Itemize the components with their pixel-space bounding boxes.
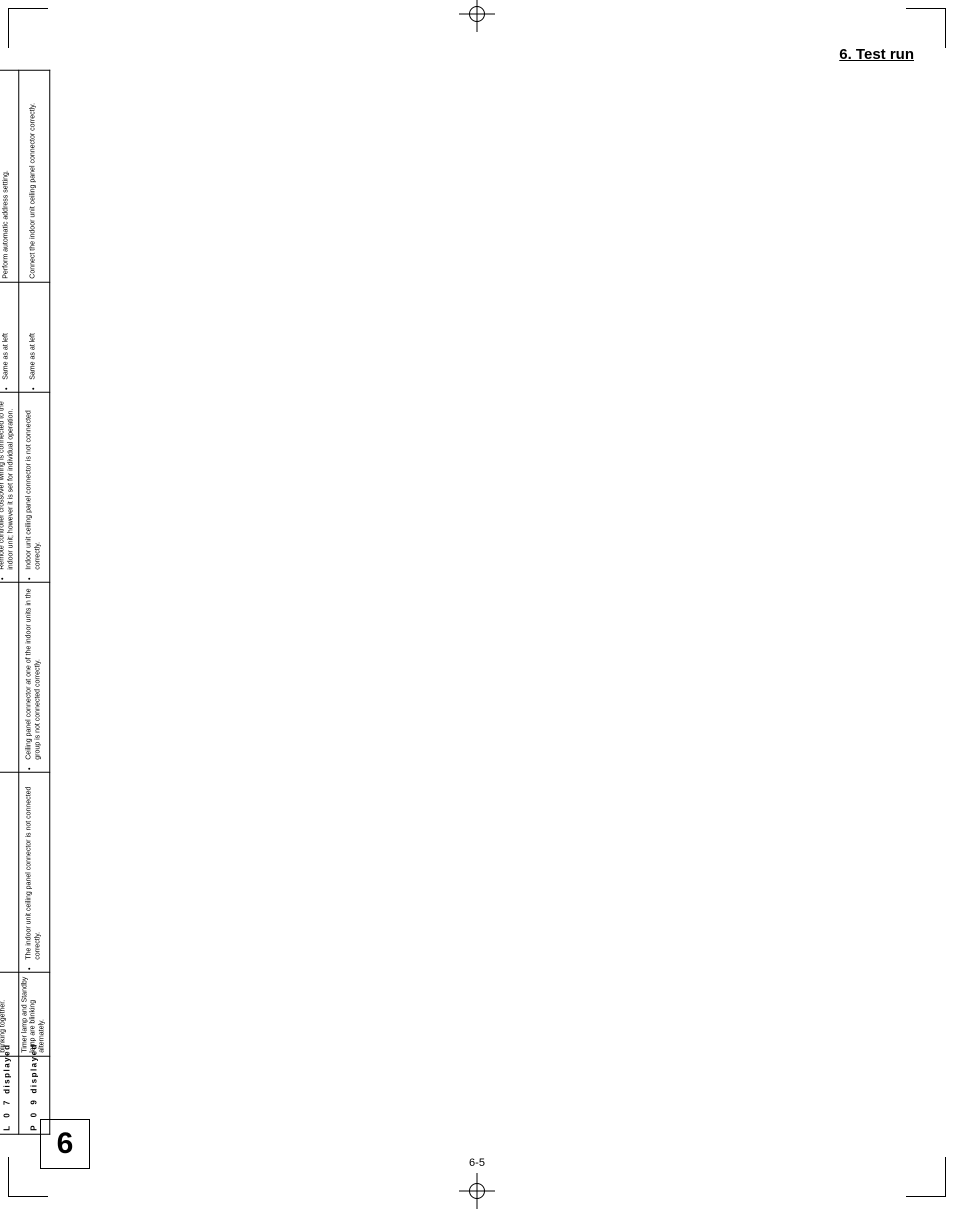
cause-cell [0,773,18,973]
table-row: P 0 9 displayedTimer lamp and Standby la… [18,71,49,1135]
cause-cell: The indoor unit ceiling panel connector … [18,773,49,973]
registration-mark [459,0,495,32]
cause-cell: Ceiling panel connector at one of the in… [18,583,49,773]
cause-cell: Remote controller crossover wiring is co… [0,393,18,583]
cause-cell: Same as at left [0,282,18,392]
registration-mark [459,1173,495,1209]
correction-cell: Perform automatic address setting. [0,71,18,283]
diagnostic-table: Wired remote controller display Indoor u… [0,70,50,1135]
cause-item: Same as at left [3,286,12,380]
page-number-box: 6 [40,1119,90,1169]
cause-cell: Indoor unit ceiling panel connector is n… [18,393,49,583]
page-number-center: 6-5 [469,1157,485,1169]
crop-mark [906,1157,946,1197]
crop-mark [8,8,48,48]
crop-mark [906,8,946,48]
running-header: 6. Test run [839,46,914,63]
cause-cell: Same as at left [18,282,49,392]
cause-item: The indoor unit ceiling panel connector … [25,776,43,960]
cause-item: Same as at left [30,286,39,380]
cause-item: Remote controller crossover wiring is co… [0,396,16,570]
cause-cell [0,583,18,773]
correction-cell: Connect the indoor unit ceiling panel co… [18,71,49,283]
cause-item: Indoor unit ceiling panel connector is n… [25,396,43,570]
lamp-cell: Timer lamp and Standby lamp are blinking… [18,973,49,1057]
cause-item: Ceiling panel connector at one of the in… [25,586,43,760]
page-content: 6-7. Table of Self-Diagnostic Functions … [0,70,50,1135]
code-cell: L 0 7 displayed [0,1057,18,1135]
